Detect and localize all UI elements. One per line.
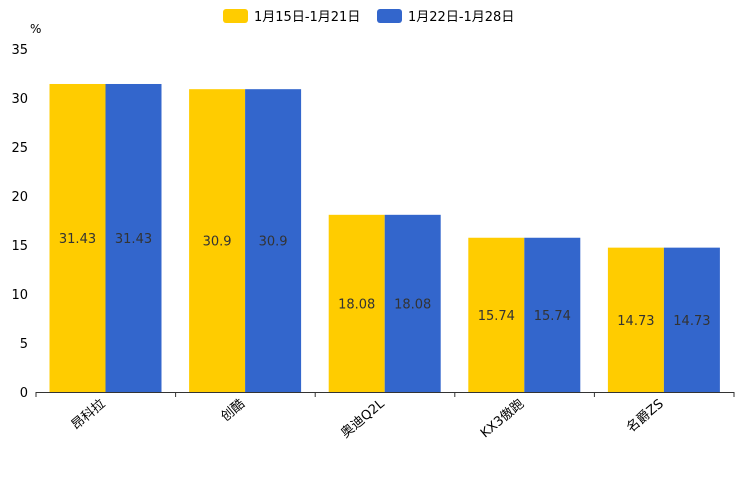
legend-swatch[interactable] <box>377 9 402 23</box>
y-tick-label: 5 <box>20 337 28 352</box>
x-axis: 昂科拉 创酷 奥迪Q2L KX3傲跑 名爵ZS <box>35 392 735 442</box>
bar-week2-2[interactable] <box>384 214 441 392</box>
data-label: 15.74 <box>478 309 515 324</box>
bar-week2-0[interactable] <box>105 83 162 393</box>
data-label: 15.74 <box>534 309 571 324</box>
x-category-label: 昂科拉 <box>69 397 109 434</box>
bar-week1-4[interactable] <box>607 247 664 392</box>
bar-week2-1[interactable] <box>245 89 302 393</box>
y-tick-label: 10 <box>11 288 28 303</box>
data-label: 31.43 <box>115 232 152 247</box>
data-label: 14.73 <box>673 314 710 329</box>
data-label: 14.73 <box>617 314 654 329</box>
y-axis-unit-label: % <box>30 22 41 36</box>
y-tick-label: 15 <box>11 239 28 254</box>
x-category-label: 奥迪Q2L <box>338 396 388 441</box>
y-tick-label: 30 <box>11 92 28 107</box>
bar-series <box>49 83 720 393</box>
data-label: 31.43 <box>59 232 96 247</box>
y-axis: 0 5 10 15 20 25 30 35 <box>11 43 28 401</box>
legend-label[interactable]: 1月22日-1月28日 <box>408 10 514 25</box>
bar-week1-0[interactable] <box>49 83 106 393</box>
x-category-label: KX3傲跑 <box>478 397 527 442</box>
bar-week1-3[interactable] <box>468 237 525 392</box>
data-labels: 31.43 31.43 30.9 30.9 18.08 18.08 15.74 15.74 14… <box>59 232 711 329</box>
x-category-label: 名爵ZS <box>623 396 666 436</box>
y-tick-label: 25 <box>11 141 28 156</box>
bar-week2-4[interactable] <box>663 247 720 392</box>
y-tick-label: 20 <box>11 190 28 205</box>
legend-label[interactable]: 1月15日-1月21日 <box>254 10 360 25</box>
bar-week1-1[interactable] <box>189 89 246 393</box>
legend[interactable]: 1月15日-1月21日 1月22日-1月28日 <box>223 9 514 25</box>
data-label: 30.9 <box>259 235 288 250</box>
y-tick-label: 35 <box>11 43 28 58</box>
legend-swatch[interactable] <box>223 9 248 23</box>
bar-week2-3[interactable] <box>524 237 581 392</box>
y-tick-label: 0 <box>20 386 28 401</box>
data-label: 18.08 <box>338 297 375 312</box>
bar-week1-2[interactable] <box>328 214 385 392</box>
data-label: 30.9 <box>203 235 232 250</box>
data-label: 18.08 <box>394 297 431 312</box>
x-category-label: 创酷 <box>218 397 248 425</box>
